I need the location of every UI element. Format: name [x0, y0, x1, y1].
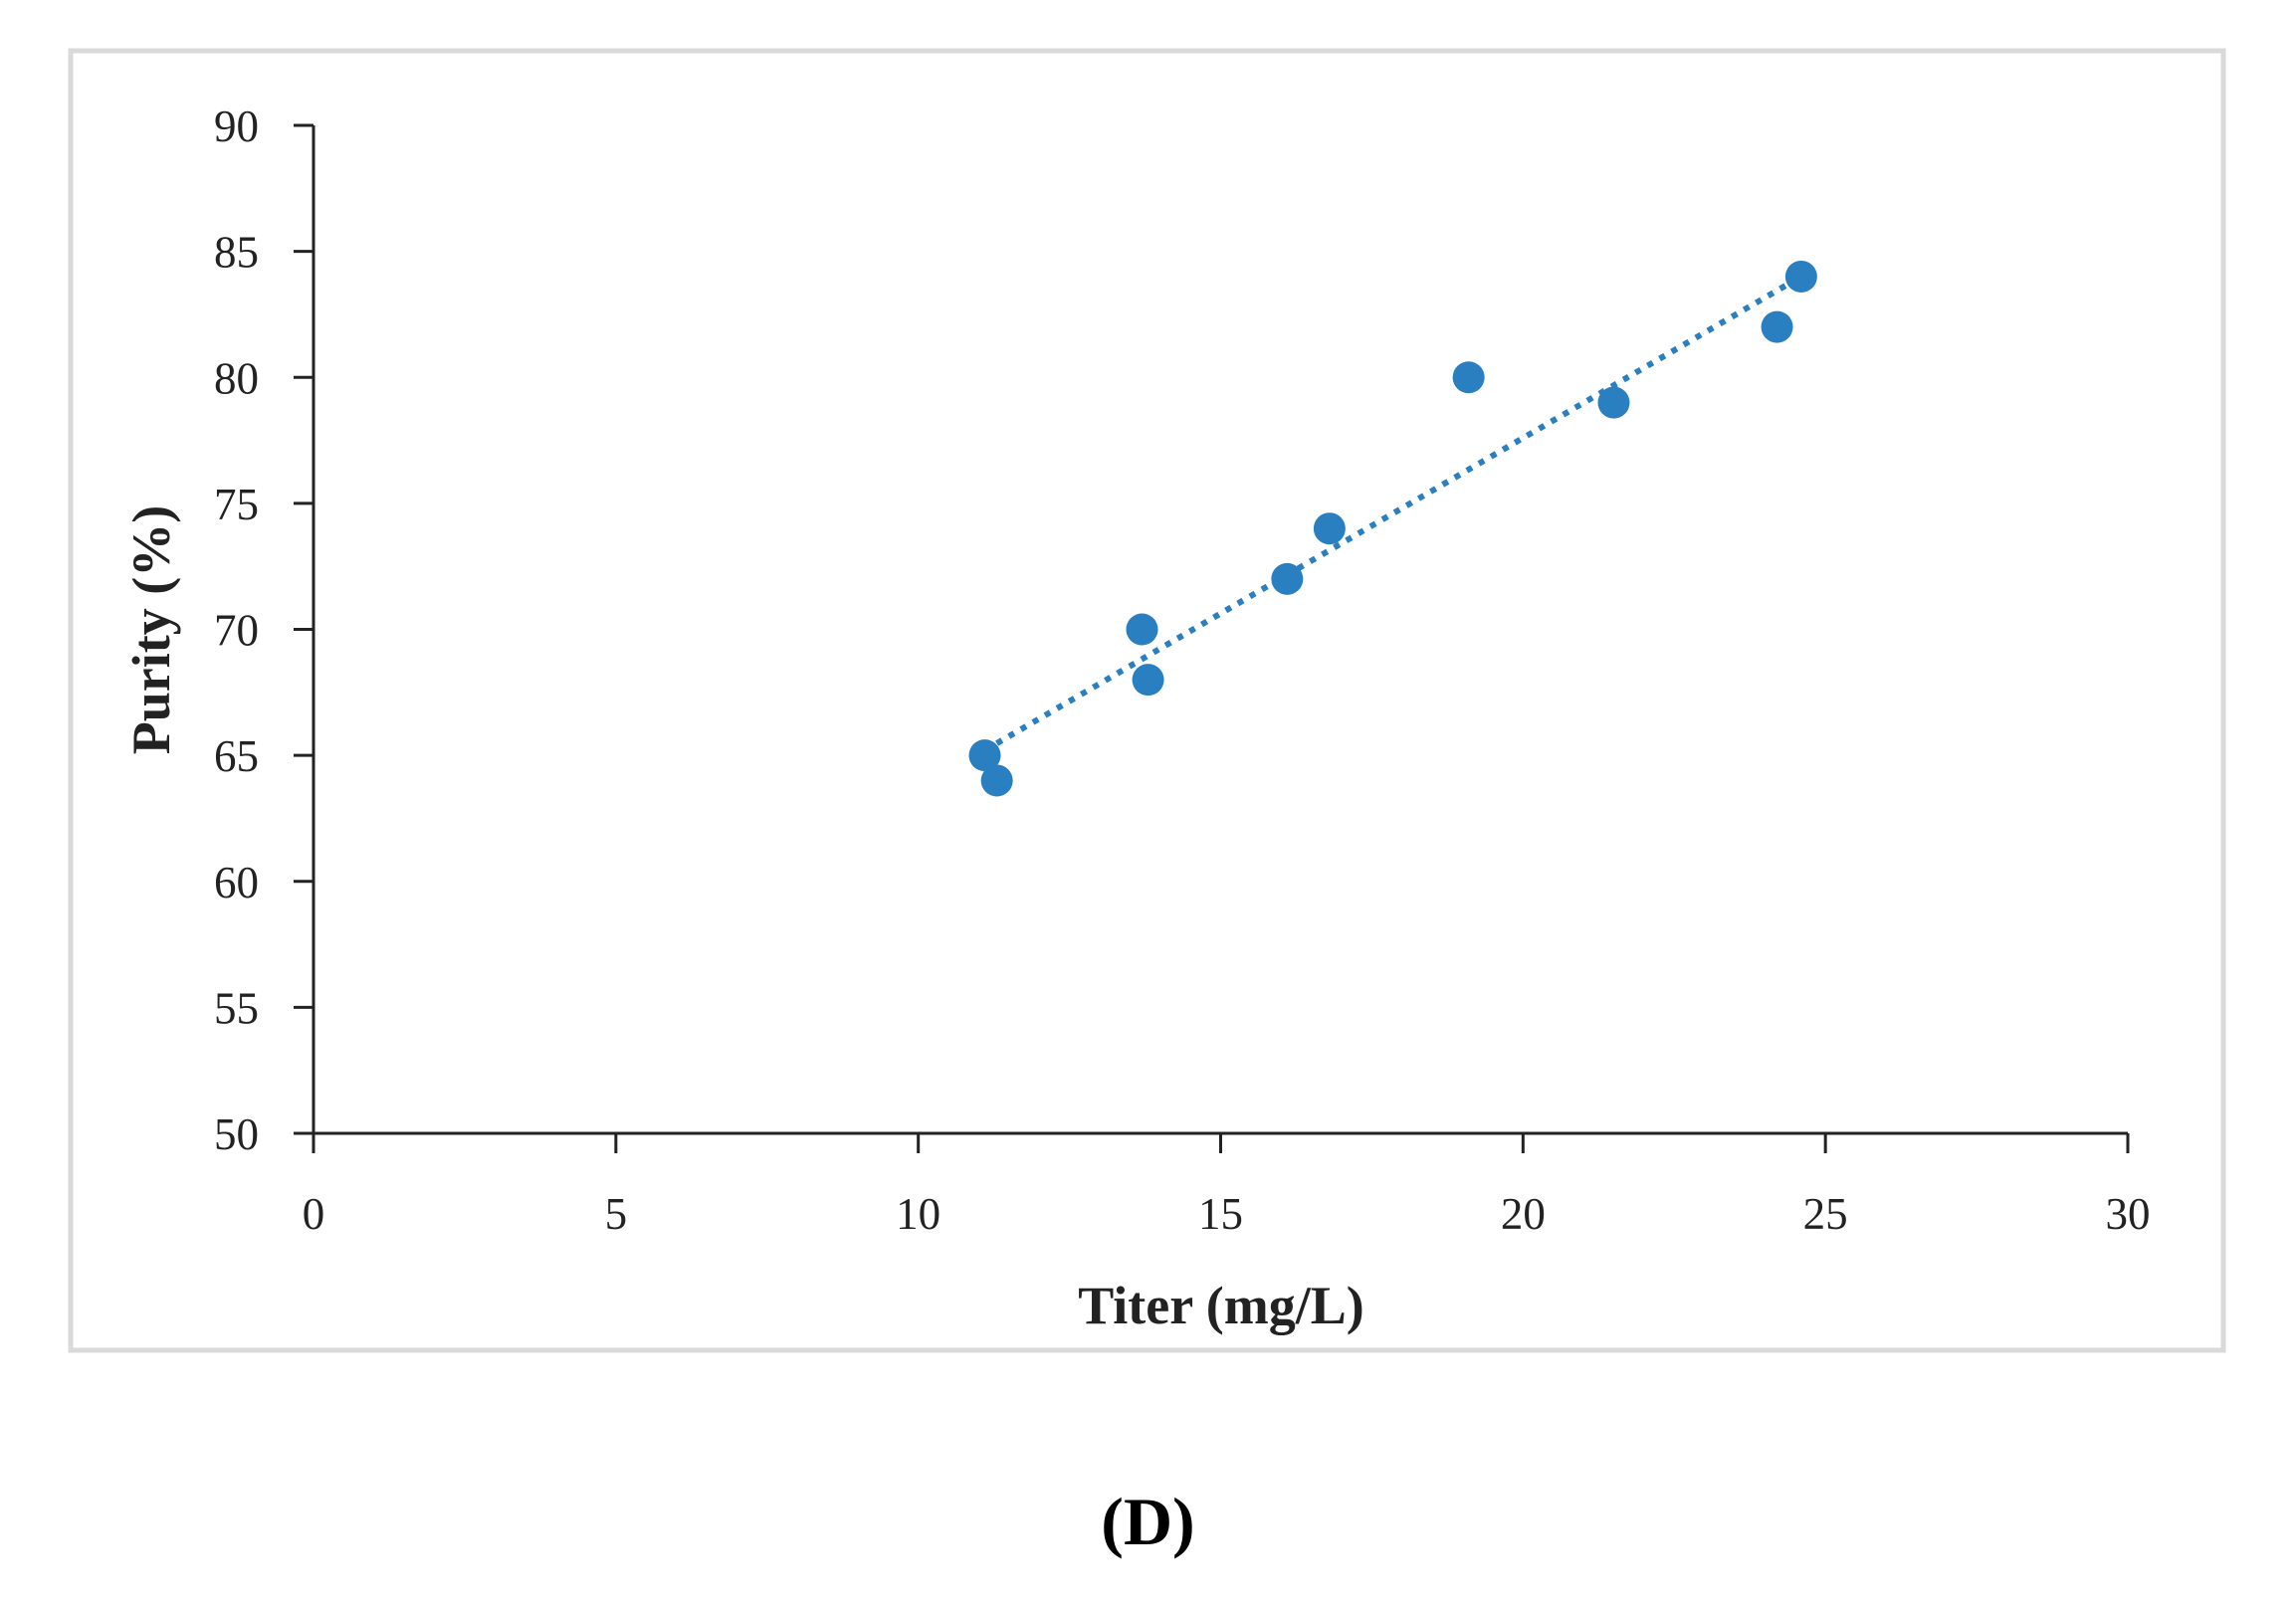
- x-tick-label: 30: [2106, 1189, 2151, 1239]
- data-point: [1132, 664, 1164, 697]
- data-point: [1452, 361, 1485, 394]
- data-point: [1597, 386, 1630, 419]
- y-tick-label: 80: [214, 353, 259, 403]
- x-tick-label: 25: [1803, 1189, 1848, 1239]
- y-tick-label: 70: [214, 606, 259, 656]
- x-tick-label: 15: [1198, 1189, 1243, 1239]
- data-point: [1784, 260, 1817, 293]
- y-tick-label: 60: [214, 858, 259, 907]
- y-tick-label: 55: [214, 983, 259, 1033]
- data-point: [1313, 512, 1346, 545]
- x-axis: 0 5 10 15 20 25 30: [303, 1131, 2151, 1239]
- data-point: [1761, 310, 1793, 343]
- data-point: [1271, 562, 1304, 595]
- trendline-line: [983, 274, 1803, 753]
- x-tick-label: 10: [896, 1189, 940, 1239]
- x-tick-label: 5: [605, 1189, 628, 1239]
- y-axis-title: Purity (%): [121, 505, 181, 754]
- y-axis: 50 55 60 65 70 75 80 85 90: [214, 101, 315, 1159]
- trendline: [983, 274, 1803, 753]
- y-tick-label: 90: [214, 101, 259, 151]
- x-tick-label: 20: [1501, 1189, 1546, 1239]
- panel-label: (D): [1101, 1484, 1195, 1559]
- y-tick-label: 50: [214, 1109, 259, 1159]
- y-tick-label: 75: [214, 480, 259, 529]
- x-tick-label: 0: [303, 1189, 325, 1239]
- data-point: [1126, 613, 1158, 646]
- chart-frame: [68, 48, 2226, 1353]
- data-point: [980, 764, 1013, 797]
- data-point: [968, 739, 1001, 772]
- y-tick-label: 65: [214, 731, 259, 781]
- x-axis-title: Titer (mg/L): [1078, 1276, 1363, 1335]
- data-points: [968, 260, 1817, 797]
- y-tick-label: 85: [214, 228, 259, 278]
